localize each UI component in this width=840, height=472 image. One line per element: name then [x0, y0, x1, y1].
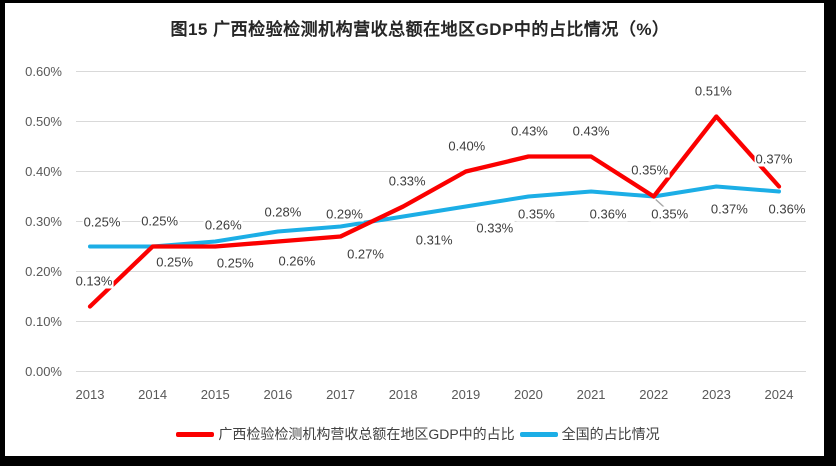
- data-label-guangxi: 0.40%: [447, 138, 487, 153]
- legend-swatch-guangxi-line-icon: [176, 431, 215, 437]
- x-tick-label: 2015: [200, 387, 230, 402]
- data-label-national: 0.25%: [140, 213, 180, 228]
- data-label-guangxi: 0.35%: [650, 206, 690, 221]
- data-label-national: 0.26%: [203, 217, 243, 232]
- data-label-national: 0.37%: [709, 201, 749, 216]
- data-label-guangxi: 0.37%: [754, 151, 794, 166]
- y-tick-label: 0.20%: [25, 263, 62, 279]
- x-tick-label: 2013: [75, 387, 105, 402]
- x-tick-label: 2023: [701, 387, 731, 402]
- data-label-guangxi: 0.43%: [510, 123, 549, 138]
- x-tick-label: 2017: [326, 387, 355, 402]
- y-tick-label: 0.10%: [25, 313, 62, 329]
- data-label-guangxi: 0.51%: [693, 83, 733, 98]
- data-label-national: 0.31%: [414, 232, 454, 247]
- data-label-guangxi: 0.43%: [571, 123, 611, 138]
- legend-item-guangxi: 广西检验检测机构营收总额在地区GDP中的占比: [176, 424, 515, 444]
- legend-label-national: 全国的占比情况: [561, 426, 660, 442]
- x-tick-label: 2018: [388, 387, 418, 402]
- chart-title: 图15 广西检验检测机构营收总额在地区GDP中的占比情况（%）: [170, 20, 670, 39]
- data-label-guangxi: 0.13%: [74, 273, 114, 288]
- data-label-national: 0.35%: [630, 162, 670, 177]
- y-tick-label: 0.60%: [25, 63, 62, 79]
- data-label-national: 0.28%: [263, 204, 303, 219]
- x-tick-label: 2019: [451, 387, 481, 402]
- y-tick-label: 0.40%: [25, 163, 62, 179]
- legend-label-guangxi: 广西检验检测机构营收总额在地区GDP中的占比: [218, 426, 515, 442]
- x-tick-label: 2024: [764, 387, 794, 402]
- x-tick-label: 2021: [576, 387, 606, 402]
- data-label-guangxi: 0.33%: [387, 173, 427, 188]
- data-label-national: 0.33%: [475, 220, 515, 235]
- x-tick-label: 2014: [138, 387, 168, 402]
- x-tick-label: 2022: [639, 387, 669, 402]
- legend-item-national: 全国的占比情况: [519, 424, 660, 444]
- data-label-national: 0.36%: [767, 201, 807, 216]
- series-line-guangxi: [87, 114, 782, 309]
- data-label-national: 0.35%: [517, 206, 556, 221]
- series-line-national: [88, 184, 781, 249]
- legend-swatch-national-line-icon: [519, 431, 558, 437]
- data-label-guangxi: 0.27%: [346, 246, 385, 261]
- y-tick-label: 0.00%: [25, 363, 62, 379]
- data-label-national: 0.25%: [82, 214, 122, 229]
- data-label-guangxi: 0.25%: [155, 254, 195, 269]
- x-tick-label: 2020: [513, 387, 543, 402]
- y-tick-label: 0.30%: [25, 213, 62, 229]
- data-label-guangxi: 0.25%: [215, 255, 255, 270]
- legend: 广西检验检测机构营收总额在地区GDP中的占比 全国的占比情况: [0, 424, 836, 444]
- data-label-national: 0.29%: [325, 206, 364, 221]
- data-label-guangxi: 0.26%: [277, 253, 317, 268]
- data-label-national: 0.36%: [588, 206, 628, 221]
- y-tick-label: 0.50%: [25, 113, 62, 129]
- x-tick-label: 2016: [263, 387, 293, 402]
